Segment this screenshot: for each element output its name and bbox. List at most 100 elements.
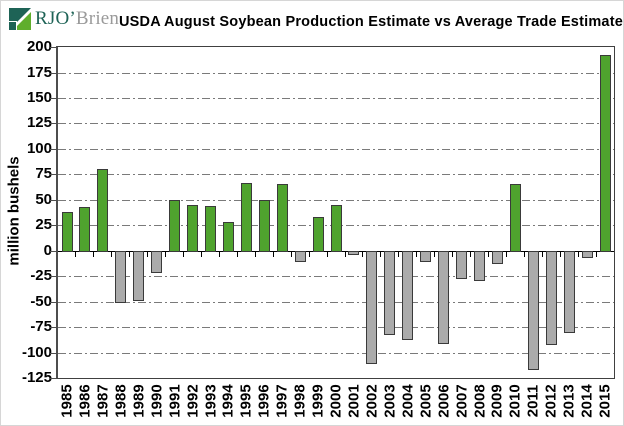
y-tick (50, 97, 56, 99)
x-axis-label-1995: 1995 (237, 384, 255, 418)
bar-1985 (61, 212, 73, 252)
bar-2005 (420, 250, 432, 262)
logo-text-secondary: Brien (75, 8, 120, 29)
y-tick-label-125: 125 (26, 114, 52, 132)
gridline--50 (58, 301, 614, 303)
x-axis-label-2007: 2007 (453, 384, 470, 418)
y-tick-label--25: -25 (30, 267, 52, 285)
y-tick (50, 250, 56, 252)
x-axis-label-2001: 2001 (345, 384, 363, 418)
x-tick (129, 251, 131, 257)
bar-1994 (222, 222, 234, 252)
bar-1993 (205, 205, 216, 252)
x-tick (595, 251, 597, 257)
y-tick (50, 276, 56, 278)
x-axis-label-1999: 1999 (309, 384, 327, 418)
x-tick (236, 251, 238, 257)
x-axis-label-2000: 2000 (327, 384, 345, 418)
x-axis-label-1997: 1997 (273, 384, 291, 418)
x-tick (75, 251, 77, 257)
y-tick (50, 199, 56, 201)
x-tick (398, 251, 400, 257)
x-tick (434, 251, 436, 257)
x-tick (272, 251, 274, 257)
x-tick (308, 251, 310, 257)
bar-1987 (97, 169, 109, 252)
gridline-175 (58, 72, 614, 74)
x-tick (362, 251, 364, 257)
bar-2000 (330, 204, 342, 252)
x-axis-label-2013: 2013 (560, 384, 578, 418)
y-tick-label--100: -100 (21, 343, 52, 361)
x-tick (93, 251, 95, 257)
gridline-125 (58, 123, 614, 125)
x-axis-label-1996: 1996 (255, 384, 273, 418)
rjobrien-logo-icon (9, 8, 31, 30)
bar-1997 (276, 183, 288, 252)
x-axis-label-2003: 2003 (381, 384, 399, 418)
y-tick (50, 148, 56, 150)
bar-2015 (599, 55, 611, 252)
x-tick (488, 251, 489, 257)
bar-2012 (545, 250, 557, 346)
x-axis-label-1991: 1991 (166, 384, 184, 418)
bar-2006 (438, 250, 450, 345)
y-tick (50, 327, 56, 329)
bar-1989 (133, 250, 145, 301)
y-tick (50, 301, 56, 303)
x-tick (218, 251, 220, 257)
bar-2002 (366, 250, 378, 364)
x-axis-label-2006: 2006 (435, 384, 453, 418)
bar-2014 (581, 250, 593, 258)
gridline--75 (58, 327, 614, 329)
x-tick (416, 251, 418, 257)
bar-2011 (527, 250, 539, 370)
bar-1991 (169, 199, 181, 252)
bar-2007 (456, 250, 467, 280)
bar-1999 (312, 217, 324, 252)
y-tick-label--75: -75 (30, 318, 52, 336)
gridline--25 (58, 276, 614, 278)
y-tick (50, 72, 56, 74)
x-tick (559, 251, 561, 257)
x-tick (183, 251, 184, 257)
x-axis-label-2009: 2009 (488, 384, 506, 418)
gridline-75 (58, 174, 614, 176)
bar-2009 (491, 250, 503, 264)
bar-2001 (348, 250, 360, 255)
gridline-50 (58, 199, 614, 201)
y-tick-label-25: 25 (35, 216, 52, 234)
rjobrien-logo-text: RJO’Brien (35, 7, 119, 31)
x-axis-label-2005: 2005 (417, 384, 435, 418)
x-tick (541, 251, 543, 257)
x-axis-label-2004: 2004 (399, 384, 417, 418)
y-tick-label--125: -125 (21, 369, 52, 386)
bar-1998 (294, 250, 306, 262)
x-tick (165, 251, 167, 257)
bar-2004 (402, 250, 414, 341)
gridline-100 (58, 148, 614, 150)
x-axis-label-2010: 2010 (506, 384, 524, 418)
x-axis-label-2014: 2014 (578, 384, 596, 418)
y-tick (50, 47, 56, 48)
y-tick (50, 174, 56, 176)
y-tick-label--50: -50 (30, 292, 52, 310)
x-tick (505, 251, 507, 257)
x-axis-label-1998: 1998 (291, 384, 309, 418)
x-axis-label-2011: 2011 (524, 384, 542, 418)
x-tick (380, 251, 382, 257)
x-axis-label-1993: 1993 (202, 384, 219, 418)
x-tick (290, 251, 292, 257)
x-axis-label-1992: 1992 (184, 384, 201, 418)
y-tick (50, 378, 56, 379)
bar-2003 (384, 250, 396, 336)
y-tick-label-200: 200 (26, 38, 52, 55)
y-tick-label-0: 0 (43, 241, 52, 259)
bar-1992 (187, 204, 198, 252)
x-axis-label-2008: 2008 (471, 384, 488, 418)
y-tick-label-75: 75 (35, 165, 52, 183)
x-tick (344, 251, 346, 257)
y-tick-label-175: 175 (26, 63, 52, 81)
bar-2013 (563, 250, 575, 334)
